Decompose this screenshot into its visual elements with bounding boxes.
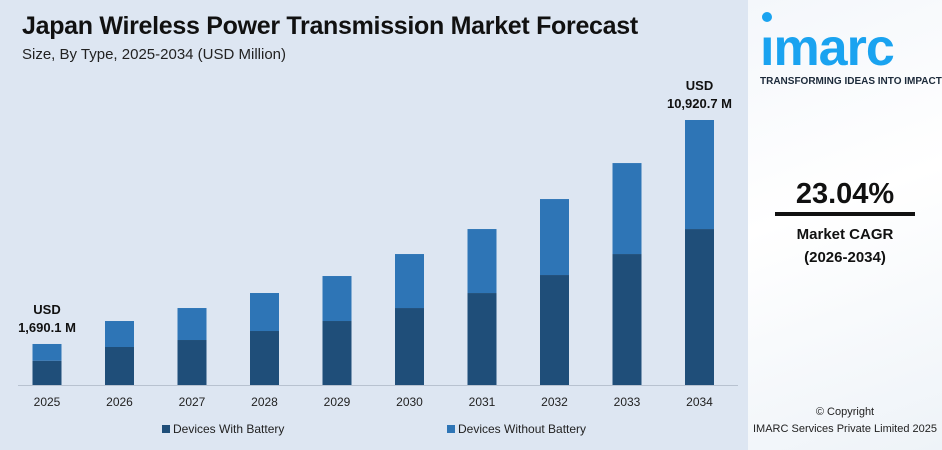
x-tick-label: 2027 bbox=[179, 395, 206, 409]
bar-2027-series-0 bbox=[177, 340, 207, 385]
annotation-value: 1,690.1 M bbox=[18, 320, 76, 335]
bar-2025-series-1 bbox=[32, 343, 62, 361]
annotation-label: USD bbox=[686, 78, 713, 93]
bar-2030-series-0 bbox=[395, 308, 424, 385]
bar-2026-series-0 bbox=[105, 346, 134, 385]
cagr-value: 23.04% bbox=[795, 178, 895, 210]
x-tick-label: 2030 bbox=[396, 395, 423, 409]
logo-dot bbox=[762, 12, 772, 22]
imarc-logo: ımarc bbox=[760, 19, 895, 77]
bar-2034-series-1 bbox=[685, 120, 714, 230]
legend-label: Devices Without Battery bbox=[458, 422, 586, 436]
bar-2029-series-1 bbox=[322, 276, 352, 322]
x-tick-label: 2028 bbox=[251, 395, 278, 409]
x-tick-label: 2034 bbox=[686, 395, 713, 409]
x-tick-label: 2026 bbox=[106, 395, 133, 409]
x-tick-label: 2029 bbox=[324, 395, 351, 409]
chart-title: Japan Wireless Power Transmission Market… bbox=[22, 12, 638, 40]
chart-subtitle: Size, By Type, 2025-2034 (USD Million) bbox=[22, 46, 287, 63]
legend-label: Devices With Battery bbox=[173, 422, 284, 436]
copyright: © Copyright bbox=[815, 406, 875, 418]
bar-2034-series-0 bbox=[685, 229, 714, 385]
bar-2030-series-1 bbox=[395, 254, 424, 309]
bar-2025-series-0 bbox=[32, 360, 62, 385]
x-tick-label: 2033 bbox=[614, 395, 641, 409]
cagr-period: (2026-2034) bbox=[804, 249, 886, 266]
legend-swatch bbox=[447, 425, 455, 433]
bar-2032-series-1 bbox=[540, 199, 569, 276]
annotation-value: 10,920.7 M bbox=[667, 96, 732, 111]
bar-2032-series-0 bbox=[540, 275, 569, 385]
bar-chart: 2025 2026 2027 2028 2029 2030 2031 2032 2033 2034… bbox=[18, 78, 738, 436]
company-name: IMARC Services Private Limited 2025 bbox=[752, 423, 937, 435]
legend-swatch bbox=[162, 425, 170, 433]
bar-2031-series-0 bbox=[467, 293, 497, 385]
x-tick-label: 2031 bbox=[469, 395, 496, 409]
bar-2028-series-1 bbox=[250, 293, 279, 332]
bar-2027-series-1 bbox=[177, 308, 207, 341]
bar-2026-series-1 bbox=[105, 321, 134, 347]
x-tick-label: 2025 bbox=[34, 395, 61, 409]
annotation-label: USD bbox=[33, 302, 60, 317]
cagr-label: Market CAGR bbox=[796, 226, 894, 243]
tagline: TRANSFORMING IDEAS INTO IMPACT bbox=[760, 76, 942, 87]
bar-2029-series-0 bbox=[322, 321, 352, 385]
bar-2031-series-1 bbox=[467, 229, 497, 294]
divider bbox=[775, 212, 915, 216]
bar-2033-series-1 bbox=[612, 163, 642, 255]
sidebar: ımarc TRANSFORMING IDEAS INTO IMPACT 23.… bbox=[748, 0, 942, 450]
x-tick-label: 2032 bbox=[541, 395, 568, 409]
bar-2033-series-0 bbox=[612, 254, 642, 385]
bar-2028-series-0 bbox=[250, 331, 279, 385]
